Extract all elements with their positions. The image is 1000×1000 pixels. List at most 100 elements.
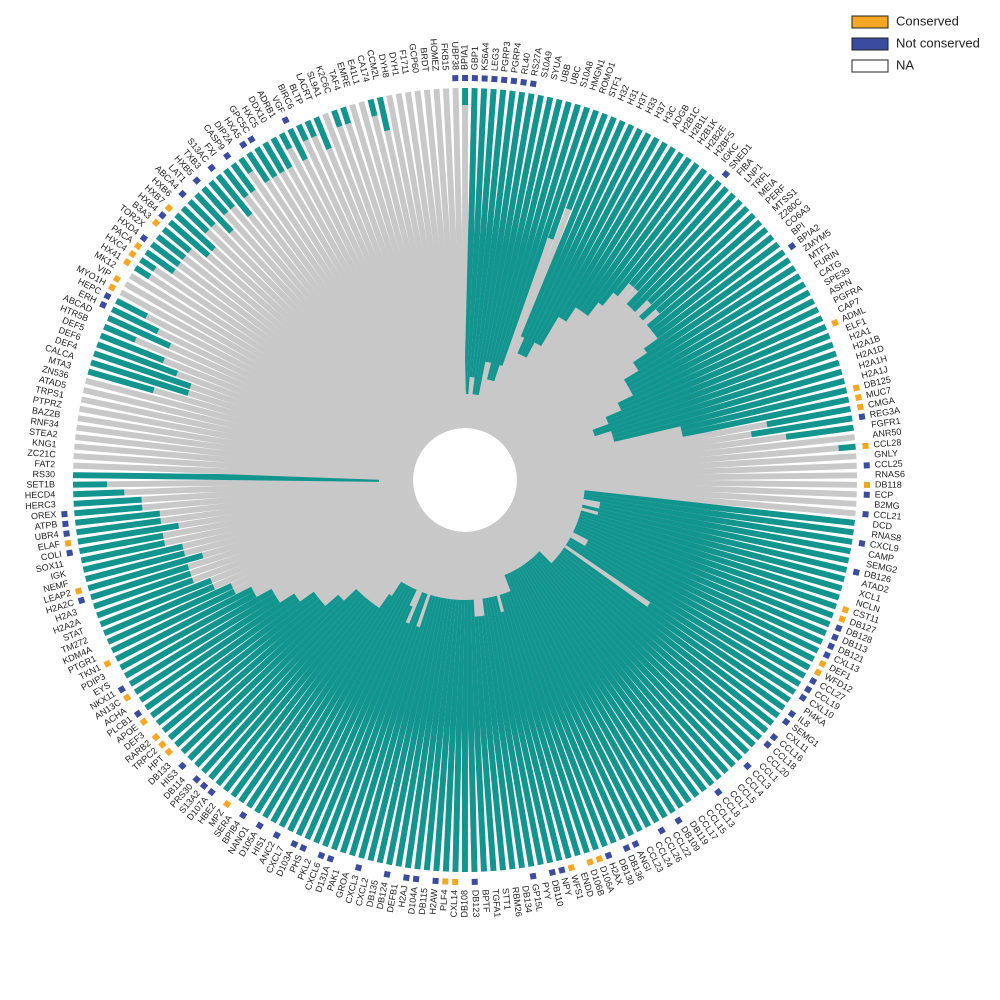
status-marker <box>471 75 478 82</box>
gene-label: RS27A <box>529 47 544 77</box>
bar <box>161 597 323 733</box>
gene-label: SET1B <box>26 479 55 489</box>
bar <box>246 592 392 809</box>
status-marker <box>64 539 72 547</box>
bar <box>194 590 362 768</box>
status-marker <box>471 878 478 885</box>
status-marker <box>151 218 161 228</box>
bar <box>547 109 599 240</box>
gene-label: HOMEZ <box>428 38 440 72</box>
gene-label: DYH1 <box>387 51 401 76</box>
gene-label: PGRP4 <box>509 42 523 74</box>
legend-swatch <box>851 37 889 51</box>
status-marker <box>863 462 870 469</box>
bar <box>367 98 378 117</box>
gene-label: RBM26 <box>510 886 524 917</box>
bar <box>501 574 617 844</box>
bar <box>376 596 442 864</box>
status-marker <box>481 75 488 82</box>
status-marker <box>813 668 822 677</box>
bar <box>617 306 820 409</box>
status-marker <box>827 642 835 651</box>
bar <box>593 350 837 439</box>
bar <box>194 192 234 234</box>
status-marker <box>763 740 772 749</box>
status-marker <box>831 318 839 327</box>
bar <box>322 591 425 848</box>
bar <box>525 559 707 793</box>
bar <box>313 116 332 150</box>
bar <box>139 257 157 272</box>
bar <box>464 88 478 395</box>
gene-label: PGRP3 <box>499 41 512 72</box>
bar <box>119 591 257 671</box>
bar <box>559 549 780 719</box>
status-marker <box>117 685 126 694</box>
radial-plot: BPIA1 GBP1 KS6A4LEG3PGRP3PGRP4RL40RS27AS10… <box>25 38 905 917</box>
bar <box>499 593 590 854</box>
status-marker <box>122 693 132 702</box>
bar <box>508 570 643 833</box>
status-marker <box>255 821 264 830</box>
bar <box>838 443 856 452</box>
gene-label: TGFA1 <box>490 889 502 918</box>
bar <box>254 580 404 814</box>
bar <box>646 602 791 703</box>
bar <box>452 599 466 872</box>
bar <box>520 123 635 358</box>
bar <box>533 552 736 768</box>
bar <box>519 564 684 809</box>
bar <box>633 186 729 292</box>
status-marker <box>222 151 232 161</box>
bar <box>488 96 554 364</box>
bar <box>479 598 525 869</box>
bar <box>750 415 853 438</box>
bar <box>74 504 143 517</box>
bar <box>469 88 497 378</box>
bar <box>562 146 676 323</box>
bar <box>785 424 854 440</box>
gene-label: KNG1 <box>32 437 57 449</box>
bar <box>304 604 413 841</box>
status-marker <box>863 481 871 489</box>
gene-label: GBP1 <box>469 46 480 70</box>
status-marker <box>721 169 731 179</box>
status-marker <box>272 831 281 840</box>
bar <box>90 359 190 396</box>
status-marker <box>62 520 69 528</box>
bar <box>611 359 840 437</box>
status-marker <box>520 78 528 86</box>
gene-label: KS6A4 <box>479 42 490 70</box>
bar <box>655 219 763 314</box>
status-marker <box>657 826 666 835</box>
bar <box>114 586 254 662</box>
bar <box>73 496 142 507</box>
bar <box>174 212 216 252</box>
bar <box>99 577 213 628</box>
bar <box>478 615 516 870</box>
status-marker <box>452 878 459 885</box>
bar <box>472 89 507 378</box>
bar <box>535 551 743 761</box>
bar <box>386 597 445 866</box>
gene-label: ZC21C <box>27 448 57 460</box>
gene-label: UBC <box>568 64 583 85</box>
legend-label: NA <box>896 57 914 72</box>
bar <box>340 106 352 125</box>
bar <box>585 540 815 662</box>
gene-label: CCL25 <box>875 458 903 469</box>
gene-label: BRDT <box>418 47 430 73</box>
status-marker <box>199 781 209 791</box>
gene-label: B2MG <box>874 499 900 511</box>
bar <box>605 324 827 423</box>
status-marker <box>112 274 121 284</box>
status-marker <box>207 163 216 173</box>
bar <box>96 577 194 619</box>
bar <box>472 90 516 395</box>
status-marker <box>852 568 860 576</box>
gene-label: FKB15 <box>439 43 450 71</box>
bar <box>567 537 806 679</box>
bar <box>331 592 428 851</box>
bar <box>529 556 722 781</box>
